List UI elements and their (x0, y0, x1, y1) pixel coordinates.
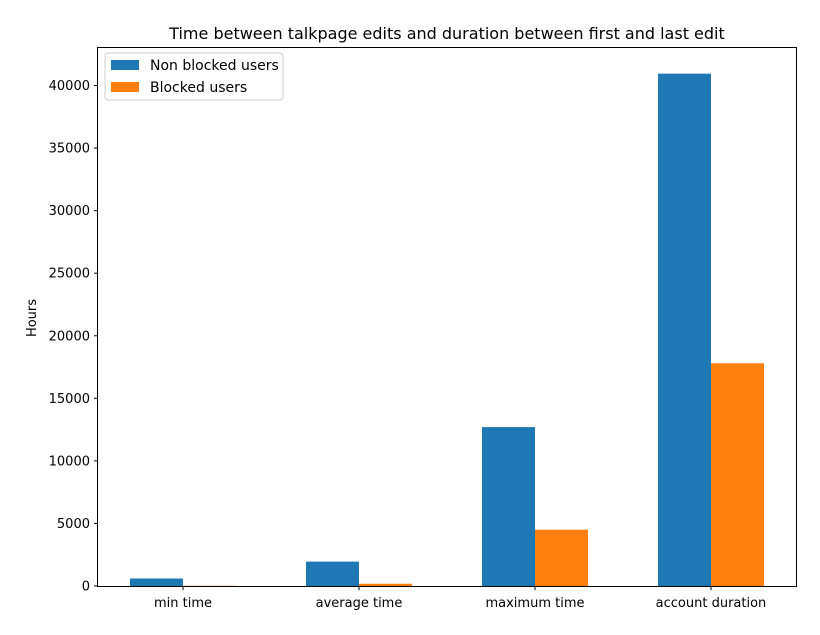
bar-blocked-3 (711, 363, 764, 586)
x-tick-label: maximum time (485, 596, 584, 611)
chart-title: Time between talkpage edits and duration… (168, 24, 725, 43)
y-tick-label: 35000 (49, 142, 90, 157)
x-tick-label: account duration (656, 596, 767, 611)
bars-group (130, 73, 764, 587)
y-tick-label: 5000 (57, 517, 90, 532)
y-tick-label: 0 (82, 580, 90, 595)
bar-blocked-1 (359, 583, 412, 586)
y-axis: 0 5000 10000 15000 20000 25000 30000 35000 40000 (49, 79, 98, 595)
plot-frame (97, 47, 797, 587)
legend-box (104, 52, 284, 101)
bar-blocked-2 (535, 529, 588, 586)
bar-non-blocked-3 (658, 73, 711, 587)
y-tick-label: 10000 (49, 454, 90, 469)
y-axis-label: Hours (25, 299, 40, 337)
y-tick-label: 40000 (49, 79, 90, 94)
legend-label: Non blocked users (150, 58, 279, 74)
legend-swatch (111, 82, 139, 92)
legend-swatch (111, 60, 139, 70)
y-tick-label: 20000 (49, 329, 90, 344)
y-tick-label: 15000 (49, 392, 90, 407)
x-axis: min time average time maximum time account … (154, 586, 766, 611)
x-tick-label: min time (154, 596, 212, 611)
x-tick-label: average time (316, 596, 403, 611)
bar-non-blocked-0 (130, 578, 183, 586)
bar-non-blocked-1 (306, 561, 359, 586)
y-tick-label: 30000 (49, 204, 90, 219)
legend: Non blocked users Blocked users (104, 52, 284, 101)
legend-label: Blocked users (150, 80, 247, 96)
y-tick-label: 25000 (49, 267, 90, 282)
bar-non-blocked-2 (482, 427, 535, 586)
